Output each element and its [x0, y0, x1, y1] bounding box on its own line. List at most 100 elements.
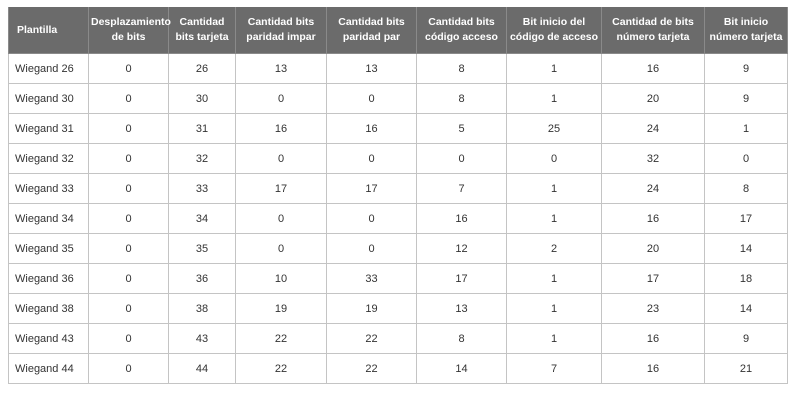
table-cell: 36	[168, 263, 236, 294]
table-row: Wiegand 34 0 34 0 0 16 1 16 17	[8, 203, 788, 234]
wiegand-templates-table: Plantilla Desplazamiento de bits Cantidad …	[8, 7, 788, 384]
table-cell: 17	[235, 173, 327, 204]
table-cell: 26	[168, 53, 236, 84]
table-cell: 21	[704, 353, 788, 384]
column-header: Cantidad de bits número tarjeta	[601, 7, 705, 54]
table-cell: 33	[326, 263, 417, 294]
table-row: Wiegand 31 0 31 16 16 5 25 24 1	[8, 113, 788, 144]
table-cell: 0	[326, 233, 417, 264]
table-cell: 8	[416, 323, 507, 354]
table-cell: 0	[506, 143, 602, 174]
table-cell: 1	[506, 263, 602, 294]
table-row: Wiegand 38 0 38 19 19 13 1 23 14	[8, 293, 788, 324]
table-cell: 16	[326, 113, 417, 144]
template-name-cell: Wiegand 33	[8, 173, 89, 204]
table-cell: 9	[704, 323, 788, 354]
table-row: Wiegand 35 0 35 0 0 12 2 20 14	[8, 233, 788, 264]
table-cell: 0	[326, 143, 417, 174]
table-cell: 0	[88, 263, 169, 294]
table-cell: 9	[704, 53, 788, 84]
table-cell: 0	[88, 203, 169, 234]
table-cell: 5	[416, 113, 507, 144]
table-cell: 0	[88, 83, 169, 114]
table-cell: 0	[88, 113, 169, 144]
table-row: Wiegand 33 0 33 17 17 7 1 24 8	[8, 173, 788, 204]
table-cell: 33	[168, 173, 236, 204]
template-name-cell: Wiegand 35	[8, 233, 89, 264]
table-cell: 23	[601, 293, 705, 324]
table-row: Wiegand 30 0 30 0 0 8 1 20 9	[8, 83, 788, 114]
column-header: Cantidad bits paridad par	[326, 7, 417, 54]
table-cell: 0	[88, 353, 169, 384]
table-cell: 0	[235, 83, 327, 114]
table-cell: 20	[601, 233, 705, 264]
table-cell: 17	[704, 203, 788, 234]
table-cell: 0	[416, 143, 507, 174]
column-header: Plantilla	[8, 7, 89, 54]
table-cell: 22	[326, 323, 417, 354]
table-cell: 7	[416, 173, 507, 204]
table-cell: 22	[326, 353, 417, 384]
header-row: Plantilla Desplazamiento de bits Cantidad …	[8, 7, 788, 54]
column-header: Cantidad bits paridad impar	[235, 7, 327, 54]
table-cell: 0	[88, 53, 169, 84]
table-cell: 1	[506, 173, 602, 204]
template-name-cell: Wiegand 26	[8, 53, 89, 84]
template-name-cell: Wiegand 34	[8, 203, 89, 234]
table-cell: 19	[326, 293, 417, 324]
table-cell: 7	[506, 353, 602, 384]
column-header: Desplazamiento de bits	[88, 7, 171, 54]
table-body: Wiegand 26 0 26 13 13 8 1 16 9 Wiegand 30 0 30 0 0 8 1 2…	[8, 53, 788, 384]
table-header: Plantilla Desplazamiento de bits Cantidad …	[8, 7, 788, 54]
template-name-cell: Wiegand 36	[8, 263, 89, 294]
table-cell: 16	[235, 113, 327, 144]
table-cell: 16	[601, 53, 705, 84]
table-cell: 0	[326, 83, 417, 114]
table-cell: 10	[235, 263, 327, 294]
template-name-cell: Wiegand 31	[8, 113, 89, 144]
table-row: Wiegand 43 0 43 22 22 8 1 16 9	[8, 323, 788, 354]
table-cell: 14	[704, 233, 788, 264]
table-cell: 32	[601, 143, 705, 174]
table-cell: 13	[326, 53, 417, 84]
table-cell: 16	[416, 203, 507, 234]
table-cell: 1	[506, 53, 602, 84]
table-cell: 0	[88, 293, 169, 324]
table-cell: 0	[326, 203, 417, 234]
column-header: Cantidad bits tarjeta	[168, 7, 236, 54]
table-cell: 0	[88, 233, 169, 264]
table-cell: 2	[506, 233, 602, 264]
table-cell: 34	[168, 203, 236, 234]
table-cell: 1	[506, 323, 602, 354]
table-cell: 16	[601, 353, 705, 384]
table-row: Wiegand 32 0 32 0 0 0 0 32 0	[8, 143, 788, 174]
table-cell: 8	[416, 53, 507, 84]
table-cell: 38	[168, 293, 236, 324]
table-cell: 14	[416, 353, 507, 384]
table-cell: 18	[704, 263, 788, 294]
template-name-cell: Wiegand 44	[8, 353, 89, 384]
table-cell: 0	[88, 143, 169, 174]
table-cell: 25	[506, 113, 602, 144]
table-cell: 13	[416, 293, 507, 324]
table-cell: 0	[235, 203, 327, 234]
table-row: Wiegand 26 0 26 13 13 8 1 16 9	[8, 53, 788, 84]
table-cell: 9	[704, 83, 788, 114]
table-cell: 43	[168, 323, 236, 354]
table-cell: 14	[704, 293, 788, 324]
table-row: Wiegand 44 0 44 22 22 14 7 16 21	[8, 353, 788, 384]
table-cell: 31	[168, 113, 236, 144]
table-cell: 32	[168, 143, 236, 174]
table-cell: 0	[235, 233, 327, 264]
table-cell: 1	[506, 203, 602, 234]
column-header: Bit inicio del código de acceso	[506, 7, 602, 54]
template-name-cell: Wiegand 32	[8, 143, 89, 174]
table-cell: 1	[506, 293, 602, 324]
table-cell: 24	[601, 173, 705, 204]
table-cell: 16	[601, 203, 705, 234]
table-cell: 0	[88, 173, 169, 204]
table-cell: 20	[601, 83, 705, 114]
table-cell: 1	[506, 83, 602, 114]
table-cell: 30	[168, 83, 236, 114]
template-name-cell: Wiegand 38	[8, 293, 89, 324]
